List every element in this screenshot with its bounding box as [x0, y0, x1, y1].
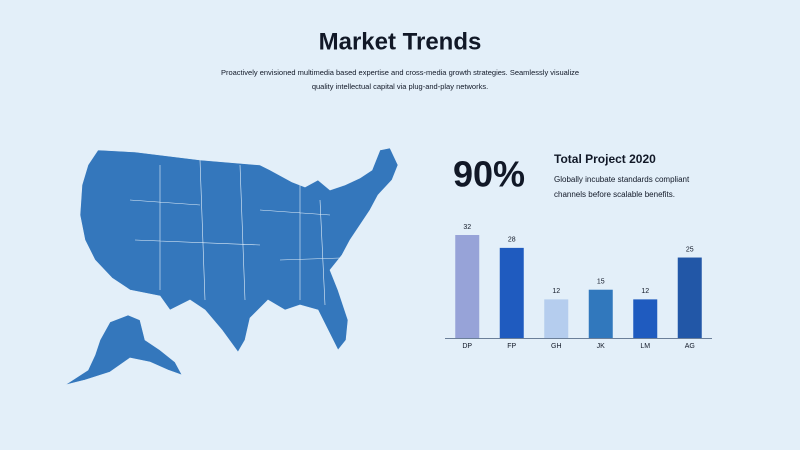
bar: [499, 247, 524, 338]
x-tick-label: LM: [640, 343, 650, 350]
stat-description: Globally incubate standards compliant: [554, 175, 690, 184]
state-borders: [129, 159, 341, 306]
lower-48: [79, 147, 399, 353]
x-tick-label: AG: [685, 343, 695, 350]
value-label: 12: [641, 288, 649, 295]
stat-title: Total Project 2020: [554, 152, 656, 166]
value-label: 12: [552, 288, 560, 295]
bar: [588, 289, 613, 338]
value-label: 32: [463, 224, 471, 231]
bar: [677, 257, 702, 338]
value-label: 15: [597, 279, 605, 286]
title: Market Trends: [319, 28, 482, 55]
subtitle: Proactively envisioned multimedia based …: [221, 68, 579, 77]
stat-value: 90%: [453, 154, 525, 195]
x-tick-label: FP: [507, 343, 516, 350]
x-tick-label: JK: [597, 343, 606, 350]
value-label: 28: [508, 237, 516, 244]
value-label: 25: [686, 246, 694, 253]
stat-description: channels before scalable benefits.: [554, 190, 675, 199]
bar: [633, 299, 658, 338]
bar: [544, 299, 569, 338]
subtitle: quality intellectual capital via plug-an…: [312, 82, 488, 91]
us-map: [64, 147, 399, 386]
alaska: [64, 314, 183, 386]
x-tick-label: GH: [551, 343, 562, 350]
bar: [455, 235, 480, 338]
x-tick-label: DP: [462, 343, 472, 350]
